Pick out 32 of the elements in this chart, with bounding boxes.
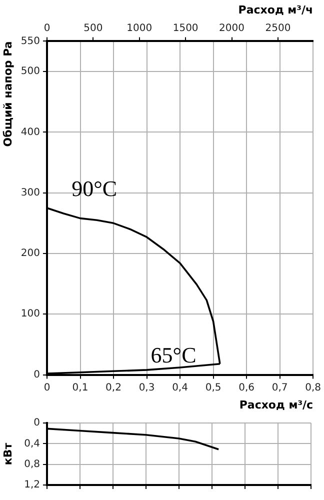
x-tick-label: 0,1 [72, 382, 88, 394]
y-tick-label: 550 [20, 36, 40, 47]
y-tick-label: 0,4 [24, 438, 40, 450]
x2-tick-label: 2500 [265, 22, 291, 34]
x2-tick-label: 0 [44, 22, 50, 34]
x2-tick-label: 1500 [172, 22, 198, 34]
x-tick-label: 0,6 [238, 382, 254, 394]
y-axis-title: кВт [1, 442, 14, 466]
x-tick-label: 0,2 [106, 382, 122, 394]
y-tick-label: 0,8 [24, 458, 40, 470]
x-tick-label: 0,5 [205, 382, 222, 394]
y-tick-label: 500 [20, 66, 40, 78]
x2-axis-title: Расход м³/ч [238, 3, 314, 16]
y-tick-label: 400 [20, 126, 40, 138]
y-tick-label: 300 [20, 187, 40, 198]
x-tick-label: 0,3 [138, 382, 155, 394]
y-tick-label: 100 [20, 308, 40, 320]
y-tick-label: 0 [34, 418, 40, 429]
series-label: 90°C [72, 176, 118, 202]
x-tick-label: 0,7 [272, 382, 288, 394]
y-tick-label: 200 [20, 248, 40, 260]
series-label: 65°C [150, 342, 196, 368]
x-tick-label: 0,4 [172, 382, 188, 394]
y-tick-label: 1,2 [24, 480, 40, 491]
x2-tick-label: 500 [84, 22, 103, 34]
x2-tick-label: 2000 [219, 22, 244, 34]
x-tick-label: 0,8 [305, 382, 321, 394]
x2-tick-label: 1000 [126, 22, 152, 34]
x-axis-title: Расход м³/с [239, 398, 314, 412]
x-tick-label: 0 [44, 382, 50, 394]
y-axis-title: Общий напор Pa [1, 41, 14, 147]
y-tick-label: 0 [34, 369, 40, 380]
